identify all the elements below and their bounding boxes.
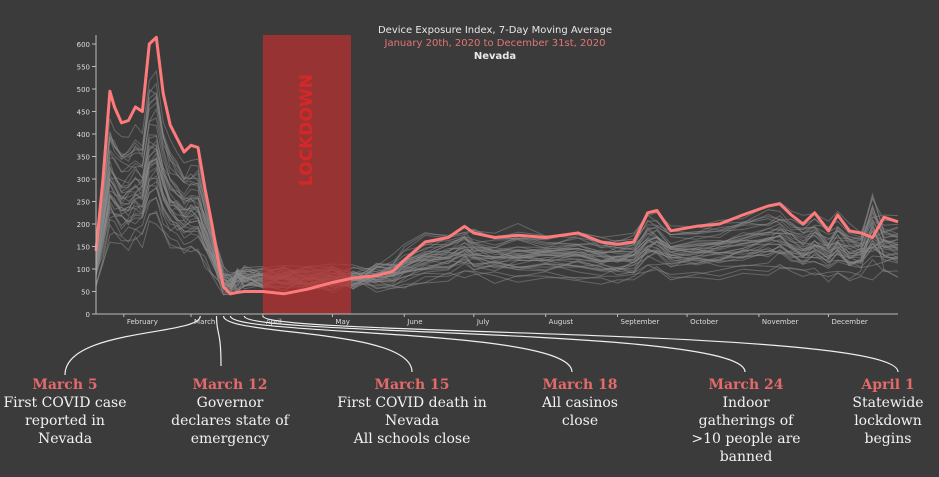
annotation-date: March 15 <box>374 377 450 393</box>
annotation-text: First COVID death in <box>337 395 487 411</box>
chart-title-block: Device Exposure Index, 7-Day Moving Aver… <box>360 24 630 63</box>
x-tick-label: March <box>194 318 215 326</box>
annotation-date: March 12 <box>192 377 268 393</box>
background-series-line <box>95 166 899 290</box>
lockdown-label: LOCKDOWN <box>297 74 317 186</box>
annotation-text: gatherings of <box>698 413 794 429</box>
annotation-date: March 24 <box>708 377 784 393</box>
background-series-group <box>95 69 899 296</box>
x-tick-label: July <box>476 318 490 326</box>
background-series-line <box>95 107 899 283</box>
background-series-line <box>95 220 899 295</box>
y-tick-label: 100 <box>77 266 90 274</box>
y-tick-label: 300 <box>77 176 90 184</box>
annotation-date: March 18 <box>542 377 618 393</box>
annotation-march-12: March 12 Governor declares state of emer… <box>160 376 300 448</box>
annotation-text: Governor <box>196 395 264 411</box>
y-tick-label: 550 <box>77 64 90 72</box>
annotation-connector <box>215 315 222 367</box>
x-tick-label: December <box>831 318 867 326</box>
y-tick-label: 250 <box>77 199 90 207</box>
annotation-text: Statewide <box>852 395 924 411</box>
annotation-connector <box>243 315 746 373</box>
annotation-text: begins <box>864 431 912 447</box>
annotation-text: declares state of <box>171 413 289 429</box>
annotation-text: lockdown <box>854 413 922 429</box>
chart-region: Nevada <box>473 51 517 62</box>
annotation-text: close <box>561 413 599 429</box>
annotation-connectors <box>64 315 899 376</box>
annotation-april-1: April 1 Statewide lockdown begins <box>838 376 938 448</box>
axes-group: 0 50 100 150 200 250 300 350 400 450 500 550 600 Febr… <box>77 35 898 326</box>
y-tick-label: 150 <box>77 244 90 252</box>
x-tick-label: October <box>690 318 718 326</box>
annotation-text: All schools close <box>353 431 471 447</box>
lockdown-band <box>262 35 351 314</box>
annotation-text: Nevada <box>37 431 93 447</box>
background-series-line <box>95 140 899 284</box>
background-series-line <box>95 187 899 280</box>
y-tick-label: 350 <box>77 154 90 162</box>
annotation-date: March 5 <box>32 377 98 393</box>
chart-title: Device Exposure Index, 7-Day Moving Aver… <box>377 25 612 36</box>
x-tick-label: June <box>406 318 422 326</box>
annotation-march-15: March 15 First COVID death in Nevada All… <box>332 376 492 448</box>
annotation-text: First COVID case <box>3 395 127 411</box>
y-tick-label: 400 <box>77 131 90 139</box>
y-tick-label: 500 <box>77 86 90 94</box>
annotation-text: reported in <box>25 413 105 429</box>
annotation-text: >10 people are <box>691 431 801 447</box>
annotation-connector <box>222 315 413 373</box>
chart-subtitle: January 20th, 2020 to December 31st, 202… <box>384 38 606 49</box>
background-series-line <box>95 156 899 286</box>
background-series-line <box>95 91 899 280</box>
x-tick-label: September <box>621 318 660 326</box>
x-tick-label: August <box>549 318 574 326</box>
y-tick-label: 600 <box>77 41 90 49</box>
background-series-line <box>95 160 899 291</box>
annotation-connector <box>229 315 573 373</box>
annotation-text: Indoor <box>722 395 770 411</box>
annotation-text: Nevada <box>384 413 440 429</box>
annotation-connector <box>262 315 899 373</box>
nevada-highlight-line <box>94 35 899 296</box>
y-tick-label: 200 <box>77 221 90 229</box>
x-tick-label: May <box>335 318 349 326</box>
y-tick-label: 450 <box>77 109 90 117</box>
annotation-connector <box>64 315 201 376</box>
annotation-text: emergency <box>190 431 270 447</box>
annotation-text: All casinos <box>542 395 618 411</box>
annotation-march-24: March 24 Indoor gatherings of >10 people… <box>683 376 809 466</box>
annotation-text: banned <box>719 449 773 465</box>
annotation-march-5: March 5 First COVID case reported in Nev… <box>0 376 130 448</box>
background-series-line <box>95 212 899 296</box>
y-tick-label: 50 <box>81 289 90 297</box>
y-tick-label: 0 <box>86 311 90 319</box>
annotation-date: April 1 <box>861 377 915 393</box>
x-tick-label: February <box>127 318 158 326</box>
x-tick-label: November <box>762 318 799 326</box>
x-tick-label: April <box>266 318 282 326</box>
annotation-march-18: March 18 All casinos close <box>530 376 630 430</box>
